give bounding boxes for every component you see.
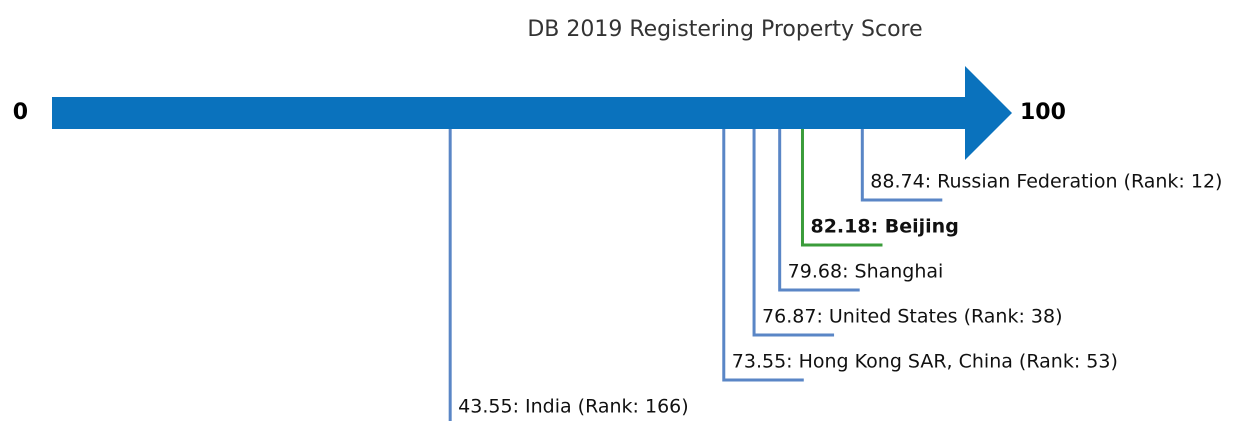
marker-line [448, 129, 452, 421]
value-label: 82.18: Beijing [810, 216, 958, 238]
marker-line [860, 129, 943, 202]
value-label: 43.55: India (Rank: 166) [458, 396, 689, 418]
value-label: 76.87: United States (Rank: 38) [762, 306, 1062, 328]
x-tick-label: 0 [13, 100, 28, 125]
axis-arrow [52, 66, 1012, 160]
marker-line [800, 129, 883, 247]
chart-title: DB 2019 Registering Property Score [527, 17, 922, 42]
x-tick-label: 100 [1020, 100, 1066, 125]
marker-line [722, 129, 804, 382]
value-label: 73.55: Hong Kong SAR, China (Rank: 53) [732, 351, 1118, 373]
marker-line [778, 129, 860, 292]
value-label: 79.68: Shanghai [788, 261, 944, 283]
value-label: 88.74: Russian Federation (Rank: 12) [870, 171, 1222, 193]
marker-line [752, 129, 835, 337]
